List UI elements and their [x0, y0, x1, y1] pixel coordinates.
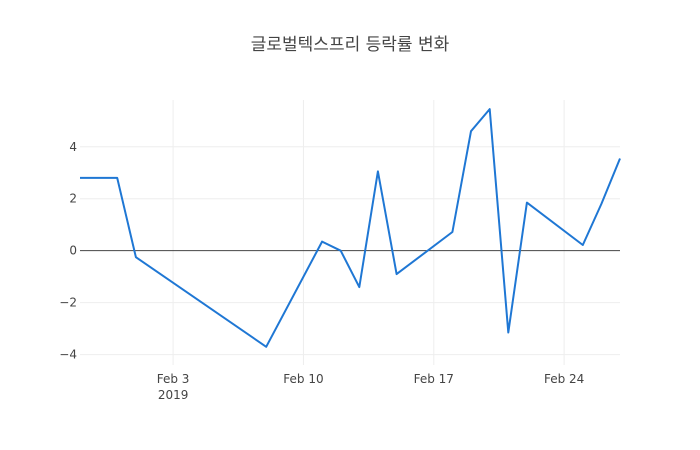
- x-tick-sublabel: 2019: [158, 388, 189, 402]
- grid-layer: [80, 100, 620, 365]
- x-tick-label: Feb 17: [414, 372, 454, 386]
- x-tick-label: Feb 3: [157, 372, 190, 386]
- y-tick-label: 2: [69, 192, 77, 206]
- y-tick-label: −4: [59, 348, 77, 362]
- y-tick-label: 0: [69, 244, 77, 258]
- chart-title: 글로벌텍스프리 등락률 변화: [251, 35, 450, 55]
- y-tick-label: 4: [69, 140, 77, 154]
- series-layer: [80, 108, 621, 348]
- x-tick-label: Feb 10: [283, 372, 323, 386]
- axis-layer: Feb 3 2019 Feb 10 Feb 17 Feb 24 4 2 0 −2 −4: [59, 140, 620, 402]
- x-tick-label: Feb 24: [544, 372, 584, 386]
- series-line: [80, 108, 621, 348]
- y-tick-label: −2: [59, 296, 77, 310]
